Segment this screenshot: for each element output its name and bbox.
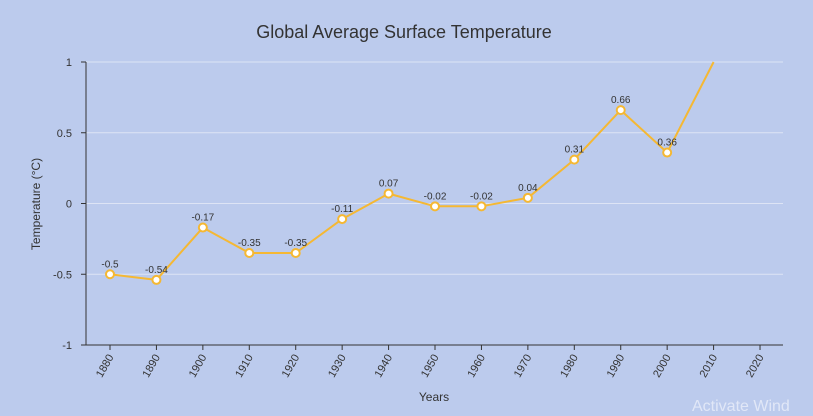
x-axis-title: Years (419, 390, 449, 404)
series-line (109, 61, 715, 281)
data-label: -0.35 (238, 238, 261, 249)
data-point (430, 201, 441, 212)
y-tick-label: -0.5 (53, 269, 72, 281)
data-point (662, 147, 673, 158)
data-point (197, 222, 208, 233)
data-point (337, 214, 348, 225)
y-tick-label: 0.5 (57, 128, 72, 140)
data-point (522, 192, 533, 203)
data-label: 0.66 (611, 95, 631, 106)
data-point (290, 248, 301, 259)
x-tick-label: 1960 (465, 353, 488, 380)
x-tick-label: 1880 (94, 353, 117, 380)
data-label: -0.11 (331, 204, 353, 215)
data-label: 0.07 (379, 179, 399, 190)
x-tick-label: 1980 (558, 353, 581, 380)
data-point (244, 248, 255, 259)
data-label: 0.31 (565, 145, 585, 156)
x-tick-label: 1900 (187, 353, 210, 380)
x-tick-label: 1970 (512, 353, 535, 380)
data-point (151, 274, 162, 285)
data-label: 0.36 (657, 138, 677, 149)
gridlines (86, 61, 783, 275)
x-tick-label: 2010 (698, 353, 721, 380)
x-tick-label: 1920 (280, 353, 303, 380)
data-point (476, 201, 487, 212)
x-tick-label: 1930 (326, 353, 349, 380)
x-axis-ticks: 1880 1890 1900 1910 1920 1930 1940 1950 1960 1970… (94, 345, 767, 380)
data-label: -0.35 (284, 238, 307, 249)
x-tick-label: 1950 (419, 353, 442, 380)
y-axis-ticks: -1 -0.5 0 0.5 1 (53, 57, 86, 352)
data-label: -0.02 (424, 191, 447, 202)
chart-title: Global Average Surface Temperature (256, 22, 552, 42)
data-labels: -0.5 -0.54 -0.17 -0.35 -0.35 -0.11 0.07 -0.02 -0… (101, 95, 677, 276)
y-tick-label: 0 (66, 199, 72, 211)
data-label: -0.54 (145, 265, 168, 276)
series-temperature (105, 61, 715, 285)
x-tick-label: 1990 (605, 353, 628, 380)
data-label: -0.02 (470, 191, 493, 202)
data-point (105, 269, 115, 280)
data-label: 0.04 (518, 183, 538, 194)
y-tick-label: -1 (62, 340, 72, 352)
x-tick-label: 1890 (140, 353, 163, 380)
activation-watermark: Activate Wind (692, 398, 790, 415)
data-point (383, 188, 394, 199)
x-tick-label: 2000 (651, 353, 674, 380)
data-label: -0.5 (101, 259, 119, 270)
y-axis-title: Temperature (°C) (29, 158, 43, 250)
data-point (569, 154, 580, 165)
x-tick-label: 1910 (233, 353, 256, 380)
x-tick-label: 1940 (373, 353, 396, 380)
y-tick-label: 1 (66, 57, 72, 69)
data-point (615, 105, 626, 116)
data-label: -0.17 (191, 213, 214, 224)
x-tick-label: 2020 (744, 353, 767, 380)
